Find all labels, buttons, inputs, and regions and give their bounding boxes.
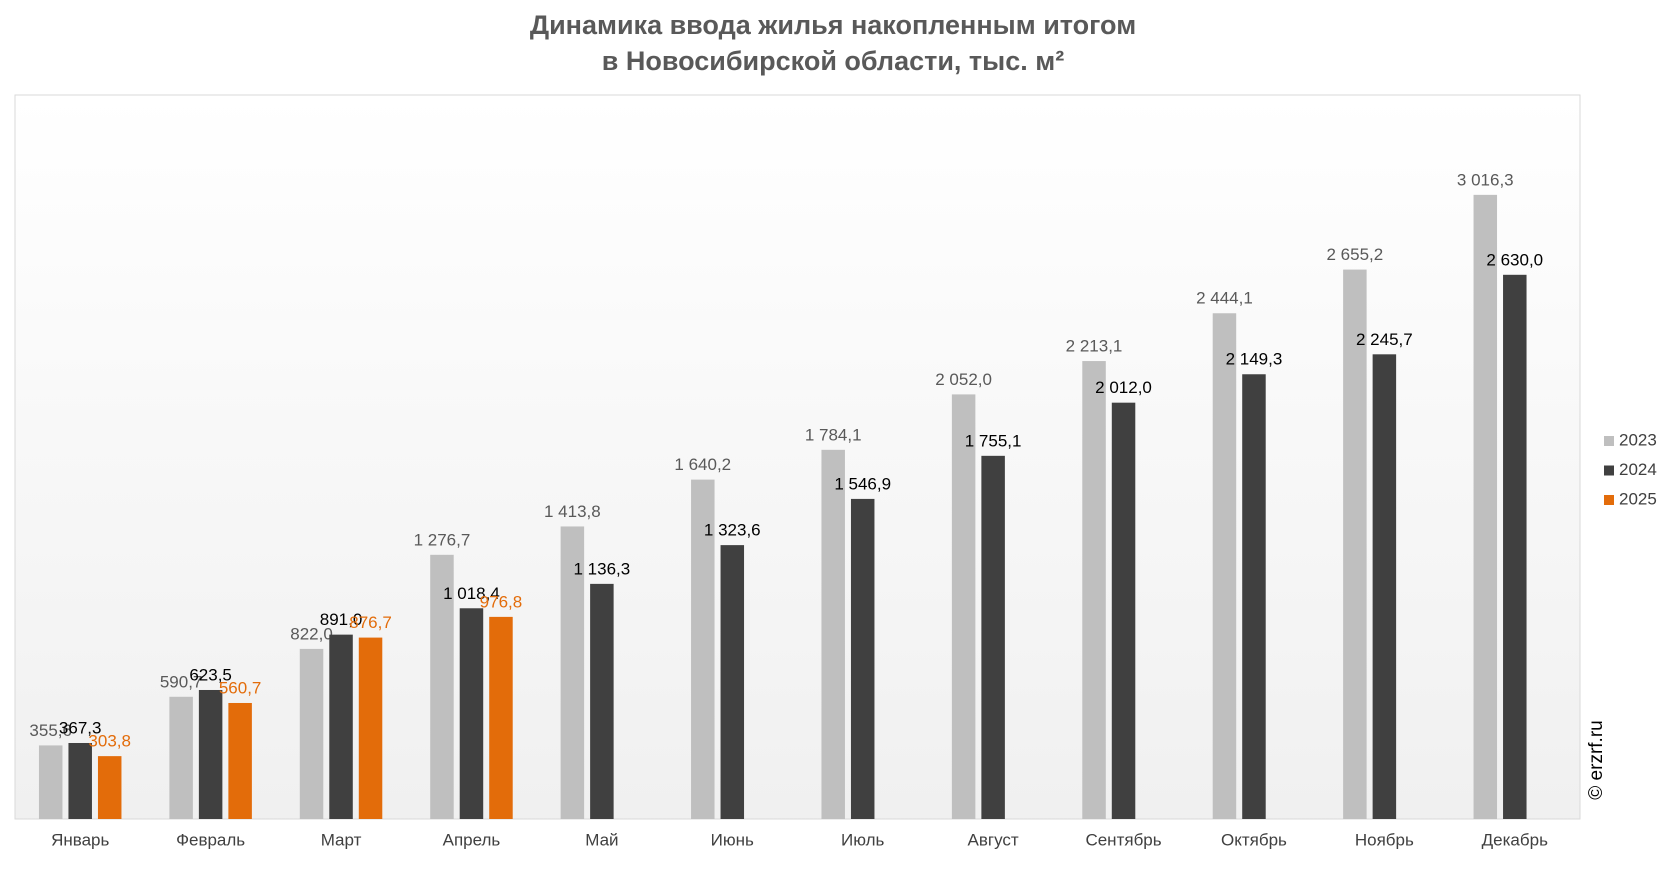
bar xyxy=(169,696,193,819)
bar xyxy=(228,702,252,819)
value-label: 876,7 xyxy=(349,613,392,632)
x-tick-label: Декабрь xyxy=(1482,830,1548,849)
value-label: 2 245,7 xyxy=(1356,330,1413,349)
value-label: 976,8 xyxy=(480,592,523,611)
value-label: 2 444,1 xyxy=(1196,289,1253,308)
value-label: 355,6 xyxy=(29,721,72,740)
bar xyxy=(821,449,845,819)
bar xyxy=(1473,194,1498,820)
x-tick-label: Июль xyxy=(841,830,885,849)
value-label: 1 755,1 xyxy=(965,431,1022,450)
value-label: 2 012,0 xyxy=(1095,378,1152,397)
bar xyxy=(1082,361,1106,819)
value-label: 1 018,4 xyxy=(443,584,500,603)
x-tick-label: Ноябрь xyxy=(1355,830,1414,849)
value-label: 2 630,0 xyxy=(1486,250,1543,269)
value-label: 1 323,6 xyxy=(704,521,761,540)
bar xyxy=(430,554,454,819)
bar xyxy=(1372,354,1397,819)
bar xyxy=(981,455,1005,819)
bar xyxy=(1111,402,1136,819)
x-tick-label: Март xyxy=(321,830,362,849)
value-label: 1 413,8 xyxy=(544,502,601,521)
value-label: 1 136,3 xyxy=(574,559,631,578)
legend-swatch xyxy=(1604,436,1614,446)
value-label: 1 276,7 xyxy=(414,530,471,549)
x-tick-label: Сентябрь xyxy=(1085,830,1161,849)
bar xyxy=(1503,274,1527,820)
value-label: 1 640,2 xyxy=(674,455,731,474)
value-label: 891,0 xyxy=(320,610,363,629)
bar xyxy=(720,545,745,819)
value-label: 2 149,3 xyxy=(1226,350,1283,369)
bar xyxy=(68,742,92,819)
bar xyxy=(691,479,715,819)
value-label: 560,7 xyxy=(219,678,262,697)
bar xyxy=(459,608,484,819)
bar xyxy=(951,394,976,819)
x-tick-label: Май xyxy=(585,830,618,849)
chart-title: Динамика ввода жилья накопленным итогом xyxy=(530,10,1136,40)
value-label: 1 784,1 xyxy=(805,425,862,444)
bar xyxy=(560,526,585,819)
x-tick-label: Январь xyxy=(51,830,109,849)
value-label: 1 546,9 xyxy=(834,474,891,493)
value-label: 623,5 xyxy=(189,665,232,684)
value-label: 822,0 xyxy=(290,624,333,643)
value-label: 2 052,0 xyxy=(935,370,992,389)
value-label: 303,8 xyxy=(88,732,131,751)
bar xyxy=(850,498,875,819)
bar xyxy=(329,634,353,819)
bar xyxy=(1242,374,1266,819)
x-tick-label: Август xyxy=(968,830,1019,849)
value-label: 3 016,3 xyxy=(1457,170,1514,189)
value-label: 367,3 xyxy=(59,718,102,737)
x-tick-label: Февраль xyxy=(176,830,245,849)
bar xyxy=(1212,313,1237,819)
chart-title: в Новосибирской области, тыс. м² xyxy=(602,46,1064,76)
legend-label: 2025 xyxy=(1619,489,1657,508)
bar xyxy=(38,745,63,819)
bar xyxy=(489,616,513,819)
x-tick-label: Июнь xyxy=(711,830,754,849)
legend-swatch xyxy=(1604,495,1614,505)
value-label: 2 655,2 xyxy=(1327,245,1384,264)
value-label: 590,7 xyxy=(160,672,203,691)
legend-label: 2023 xyxy=(1619,430,1657,449)
bar xyxy=(299,648,324,819)
legend-label: 2024 xyxy=(1619,460,1657,479)
legend-swatch xyxy=(1604,465,1614,476)
bar xyxy=(198,689,223,819)
plot-area xyxy=(14,94,1581,820)
bar xyxy=(1343,269,1367,819)
bar xyxy=(590,583,614,819)
watermark: © erzrf.ru xyxy=(1586,720,1607,799)
value-label: 2 213,1 xyxy=(1066,337,1123,356)
x-tick-label: Апрель xyxy=(443,830,501,849)
x-tick-label: Октябрь xyxy=(1221,830,1287,849)
bar xyxy=(358,637,383,819)
bar xyxy=(97,756,122,819)
